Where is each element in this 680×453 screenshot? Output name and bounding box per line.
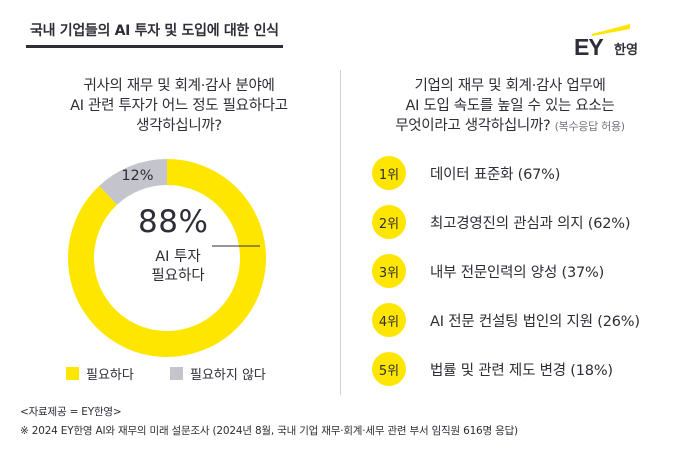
donut-center-line: AI 투자 <box>155 249 201 265</box>
donut-chart: 12% 88% AI 투자 필요하다 <box>66 159 276 360</box>
page-title: 국내 기업들의 AI 투자 및 도입에 대한 인식 <box>26 20 283 48</box>
left-question-line: 귀사의 재무 및 회계·감사 분야에 <box>83 78 275 94</box>
rank-badge: 5위 <box>372 352 406 386</box>
right-question-line: AI 도입 속도를 높일 수 있는 요소는 <box>405 98 615 114</box>
right-question-line-text: 무엇이라고 생각하십니까? <box>395 118 551 134</box>
rank-label: 데이터 표준화 (67%) <box>430 166 561 183</box>
right-question-line: 기업의 재무 및 회계·감사 업무에 <box>414 78 606 94</box>
rank-badge: 4위 <box>372 303 406 337</box>
logo-brand-kr: 한영 <box>614 43 638 58</box>
right-question-line: 무엇이라고 생각하십니까? (복수응답 허용) <box>345 116 675 137</box>
slice-label-not-needed: 12% <box>121 168 154 185</box>
donut-center-line: 필요하다 <box>151 268 205 284</box>
left-question: 귀사의 재무 및 회계·감사 분야에 AI 관련 투자가 어느 정도 필요하다고… <box>20 76 338 136</box>
rank-badge: 1위 <box>372 156 406 190</box>
question-note: (복수응답 허용) <box>554 120 625 133</box>
ey-logo: EY 한영 <box>574 24 664 60</box>
rank-badge: 2위 <box>372 205 406 239</box>
donut-center-label: AI 투자 필요하다 <box>130 248 226 286</box>
legend-label-needed: 필요하다 <box>86 368 134 383</box>
left-question-line: AI 관련 투자가 어느 정도 필요하다고 <box>70 98 288 114</box>
rank-label: 최고경영진의 관심과 의지 (62%) <box>430 215 631 232</box>
source-note: <자료제공 = EY한영> <box>20 406 122 418</box>
logo-brand: EY <box>574 34 604 60</box>
donut-slice-not-needed <box>99 159 168 206</box>
donut-svg <box>68 159 266 357</box>
rank-row-3: 3위 내부 전문인력의 양성 (37%) <box>372 254 604 288</box>
rank-row-1: 1위 데이터 표준화 (67%) <box>372 156 560 190</box>
legend-item-not-needed: 필요하지 않다 <box>170 364 266 383</box>
rank-label: AI 전문 컨설팅 법인의 지원 (26%) <box>430 313 640 330</box>
legend-item-needed: 필요하다 <box>66 364 134 383</box>
rank-row-2: 2위 최고경영진의 관심과 의지 (62%) <box>372 205 631 239</box>
survey-note: ※ 2024 EY한영 AI와 재무의 미래 설문조사 (2024년 8월, 국… <box>20 425 518 437</box>
rank-row-5: 5위 법률 및 관련 제도 변경 (18%) <box>372 352 613 386</box>
right-question: 기업의 재무 및 회계·감사 업무에 AI 도입 속도를 높일 수 있는 요소는… <box>345 76 675 137</box>
logo-beam-icon <box>592 24 630 36</box>
rank-row-4: 4위 AI 전문 컨설팅 법인의 지원 (26%) <box>372 303 640 337</box>
rank-label: 법률 및 관련 제도 변경 (18%) <box>430 362 613 379</box>
legend-swatch-not-needed <box>170 367 183 380</box>
legend-swatch-needed <box>66 367 79 380</box>
legend-label-not-needed: 필요하지 않다 <box>190 368 266 383</box>
left-question-line: 생각하십니까? <box>136 118 222 134</box>
rank-badge: 3위 <box>372 254 406 288</box>
slice-label-needed: 88% <box>138 204 209 240</box>
rank-label: 내부 전문인력의 양성 (37%) <box>430 264 605 281</box>
donut-slice-needed <box>68 159 266 357</box>
panel-divider <box>340 70 341 395</box>
